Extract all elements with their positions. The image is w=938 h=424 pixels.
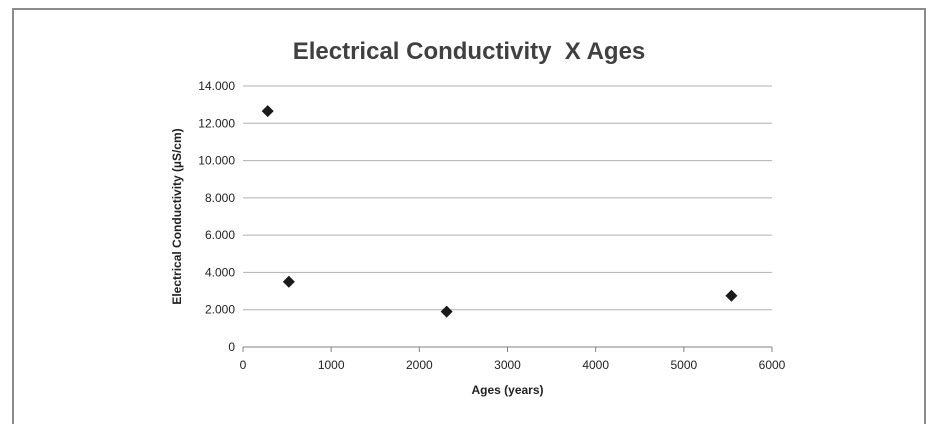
axes bbox=[242, 346, 773, 352]
chart-frame bbox=[12, 8, 926, 424]
data-point bbox=[282, 275, 295, 288]
data-point bbox=[261, 105, 274, 118]
y-tick-label: 12.000 bbox=[198, 116, 235, 130]
x-tick-label: 5000 bbox=[670, 358, 697, 372]
x-tick-label: 2000 bbox=[406, 358, 433, 372]
gridlines bbox=[243, 85, 772, 311]
x-tick-label: 0 bbox=[240, 358, 247, 372]
y-tick-label: 6.000 bbox=[205, 228, 235, 242]
y-axis-label: Electrical Conductivity (µS/cm) bbox=[170, 128, 184, 304]
x-tick-labels: 0 1000 2000 3000 4000 5000 6000 bbox=[240, 358, 786, 372]
x-tick-label: 4000 bbox=[582, 358, 609, 372]
data-point bbox=[440, 305, 453, 318]
y-tick-label: 8.000 bbox=[205, 191, 235, 205]
chart-title: Electrical Conductivity X Ages bbox=[292, 38, 646, 65]
y-tick-labels: 0 2.000 4.000 6.000 8.000 10.000 12.000 14.000 bbox=[198, 79, 235, 354]
y-tick-label: 14.000 bbox=[198, 79, 235, 93]
x-tick-label: 3000 bbox=[494, 358, 521, 372]
y-tick-label: 0 bbox=[228, 340, 235, 354]
x-tick-label: 6000 bbox=[759, 358, 786, 372]
y-tick-label: 2.000 bbox=[205, 303, 235, 317]
y-tick-label: 4.000 bbox=[205, 265, 235, 279]
data-point bbox=[725, 289, 738, 302]
y-tick-label: 10.000 bbox=[198, 154, 235, 168]
data-points bbox=[261, 105, 738, 318]
x-tick-label: 1000 bbox=[318, 358, 345, 372]
x-axis-label: Ages (years) bbox=[471, 383, 543, 397]
